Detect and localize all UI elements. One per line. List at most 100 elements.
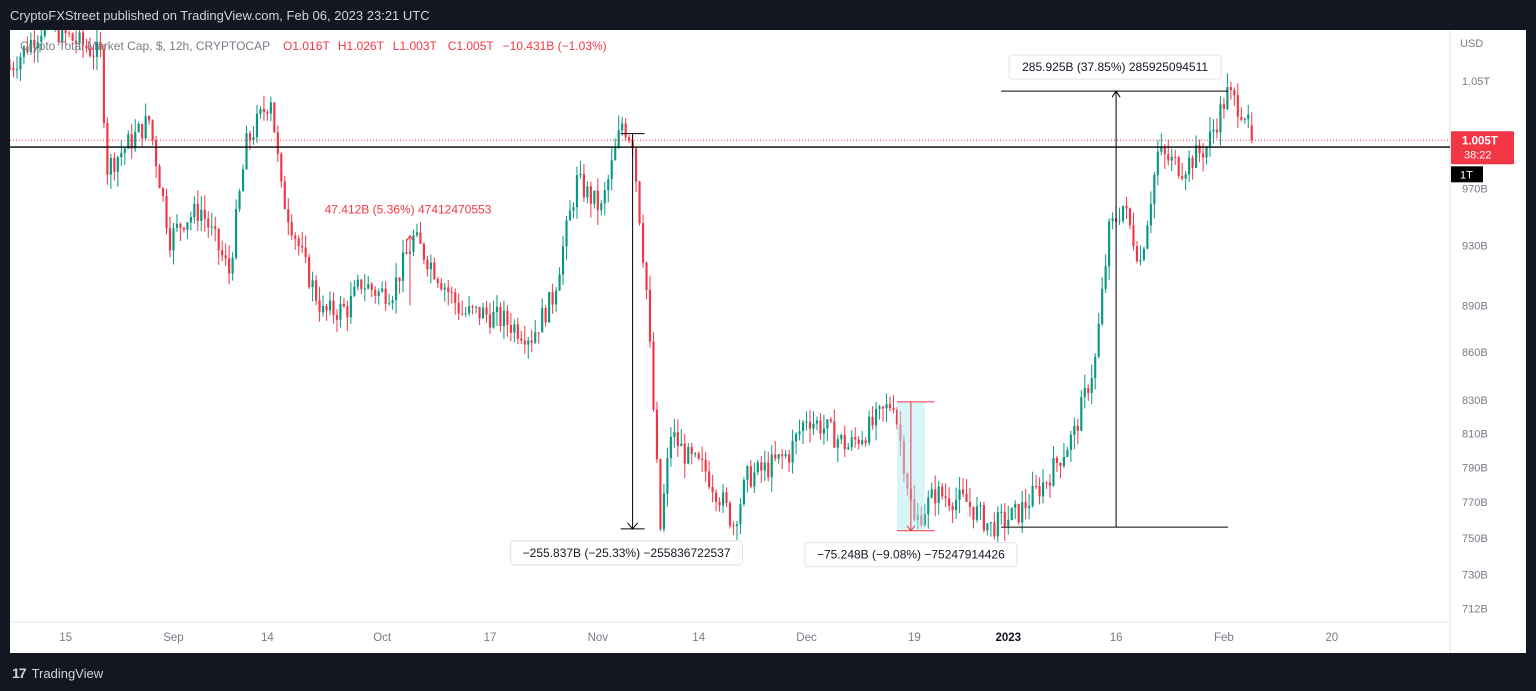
candle [182,226,185,233]
candle [892,395,895,414]
candle [1219,96,1222,146]
candle-body [892,408,895,411]
candle-body [499,306,502,327]
candle [934,475,937,517]
candle-body [144,116,147,139]
candle [468,295,471,317]
candle-body [429,262,432,270]
candle [255,104,259,144]
candle [666,447,669,507]
candle-body [718,501,721,506]
candle-body [1247,114,1250,120]
candle [464,306,467,318]
candle [290,214,293,240]
candle [1104,254,1107,293]
candle-body [238,191,241,210]
candle-body [986,523,989,531]
legend-open: O1.016T [283,39,330,53]
candle-body [102,49,105,124]
candle [572,202,575,219]
candle [1160,133,1163,156]
candle [1146,220,1149,250]
candle-body [774,454,777,459]
candle-body [558,274,561,291]
candle-body [137,123,140,133]
candle [471,304,474,315]
candle [600,200,603,216]
candle [1041,469,1045,504]
last-price-value: 1.005T [1462,135,1498,147]
candle-body [255,113,259,138]
candle [120,139,123,167]
candle [579,160,582,179]
candle [238,188,241,213]
candle-body [40,35,43,42]
candle-body [245,133,248,170]
candle-body [384,288,387,305]
candle [979,501,982,520]
candle-body [628,137,631,141]
price-chart[interactable]: USD 1.05T 970B 930B 890B 860B 830B 810B 790B 770B… [10,30,1526,653]
candle-body [568,210,572,221]
candle-body [1066,449,1069,457]
chart-frame[interactable]: USD 1.05T 970B 930B 890B 860B 830B 810B 790B 770B… [10,30,1526,653]
candle [989,521,992,537]
candle-body [1198,145,1201,154]
candle-body [600,203,603,211]
candle [276,125,279,163]
candle-body [1156,151,1159,175]
candle [1243,117,1246,124]
candle-body [753,472,756,487]
candle [850,429,853,451]
candle [878,404,881,420]
candle-body [273,102,276,133]
candle [95,30,99,70]
candle [492,300,495,329]
candle [645,261,648,300]
price-tick-label: 890B [1462,300,1488,312]
candle [443,282,446,302]
candle [1167,140,1170,166]
candle [993,512,996,540]
candle-body [930,489,933,498]
candle-body [652,341,655,410]
candle [1017,503,1020,526]
candle-body [1080,397,1083,431]
candle-body [885,404,888,409]
candle-body [1045,482,1048,484]
candle [826,419,829,442]
candle-body [436,278,439,284]
candle [10,59,12,70]
candle [29,32,32,55]
candle [673,418,676,448]
candle-body [315,280,318,301]
candle [75,30,78,54]
candle [262,95,265,121]
candle [19,52,22,82]
candle-body [1010,507,1013,520]
candle-body [262,108,265,113]
legend-low: L1.003T [393,39,438,53]
tradingview-logo[interactable]: 17 TradingView [12,665,103,681]
candle [374,286,377,304]
candle [635,146,638,193]
candle [22,45,25,65]
candle-body [1003,511,1006,527]
candle-body [1087,387,1090,394]
candle [186,221,189,239]
candle [791,429,794,474]
candle-body [1188,157,1191,175]
candle-body [680,443,683,447]
candle-body [1108,221,1111,267]
candle [235,199,238,260]
candle-body [412,235,415,252]
candle-body [1090,377,1093,394]
candle-body [381,288,384,292]
candle [725,487,728,508]
candle [395,263,398,314]
candle-body [666,458,669,494]
candle [544,305,547,327]
candle [485,300,488,323]
candle-body [1201,153,1205,158]
candle-body [812,423,815,429]
